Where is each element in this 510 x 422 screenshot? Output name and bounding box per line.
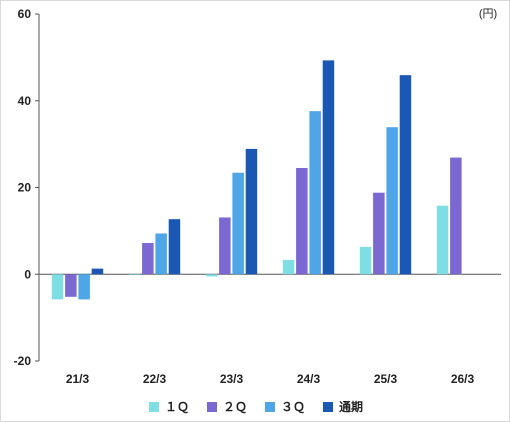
bar-25-3-series-1 <box>373 192 385 275</box>
legend-label-full-year: 通期 <box>339 400 364 414</box>
bar-23-3-series-2 <box>232 172 244 275</box>
bar-22-3-series-2 <box>155 233 167 275</box>
x-tick-label: 22/3 <box>143 372 167 386</box>
x-tick-label: 26/3 <box>451 372 475 386</box>
bar-24-3-series-2 <box>309 111 321 275</box>
bar-21-3-series-0 <box>51 274 64 300</box>
y-tick-label: 0 <box>24 267 31 281</box>
legend-swatch-1q <box>148 401 159 412</box>
bar-24-3-series-1 <box>296 167 308 275</box>
legend-label-2q: ２Ｑ <box>222 400 247 414</box>
bar-22-3-series-0 <box>128 274 141 275</box>
x-tick-label: 25/3 <box>374 372 398 386</box>
bar-21-3-series-2 <box>78 274 90 300</box>
bar-22-3-series-3 <box>168 219 181 275</box>
legend-label-3q: ３Ｑ <box>281 400 306 414</box>
bar-23-3-series-1 <box>219 217 231 275</box>
legend-item-2q: ２Ｑ <box>206 398 247 415</box>
bar-chart-plot: -20 0 20 40 60 (円) 21/3 22/3 23/3 24/3 25/3 26/3 <box>14 7 501 386</box>
legend: １Ｑ ２Ｑ ３Ｑ 通期 <box>1 398 510 415</box>
bar-24-3-series-3 <box>322 60 335 275</box>
bar-22-3-series-1 <box>142 243 154 275</box>
y-tick-label: 20 <box>18 181 32 195</box>
x-tick-label: 21/3 <box>66 372 90 386</box>
unit-label: (円) <box>479 8 497 20</box>
bar-25-3-series-2 <box>386 127 398 275</box>
y-tick-label: 40 <box>18 94 32 108</box>
legend-item-full-year: 通期 <box>323 398 363 415</box>
bar-24-3-series-0 <box>282 259 295 275</box>
y-tick-label: 60 <box>18 7 32 21</box>
bar-21-3-series-3 <box>91 268 104 275</box>
y-tick-label: -20 <box>14 354 32 368</box>
legend-item-3q: ３Ｑ <box>265 398 305 415</box>
bar-21-3-series-1 <box>65 274 77 297</box>
x-tick-label: 24/3 <box>297 372 321 386</box>
bar-23-3-series-3 <box>245 148 258 275</box>
bar-26-3-series-1 <box>450 157 462 275</box>
legend-swatch-full-year <box>323 401 334 412</box>
bar-23-3-series-0 <box>205 274 218 277</box>
legend-swatch-3q <box>265 401 275 412</box>
x-tick-label: 23/3 <box>220 372 244 386</box>
legend-item-1q: １Ｑ <box>148 398 189 415</box>
bar-25-3-series-3 <box>399 75 412 275</box>
bar-26-3-series-0 <box>436 205 449 275</box>
legend-swatch-2q <box>206 401 217 412</box>
legend-label-1q: １Ｑ <box>164 400 189 414</box>
bar-25-3-series-0 <box>359 246 372 275</box>
